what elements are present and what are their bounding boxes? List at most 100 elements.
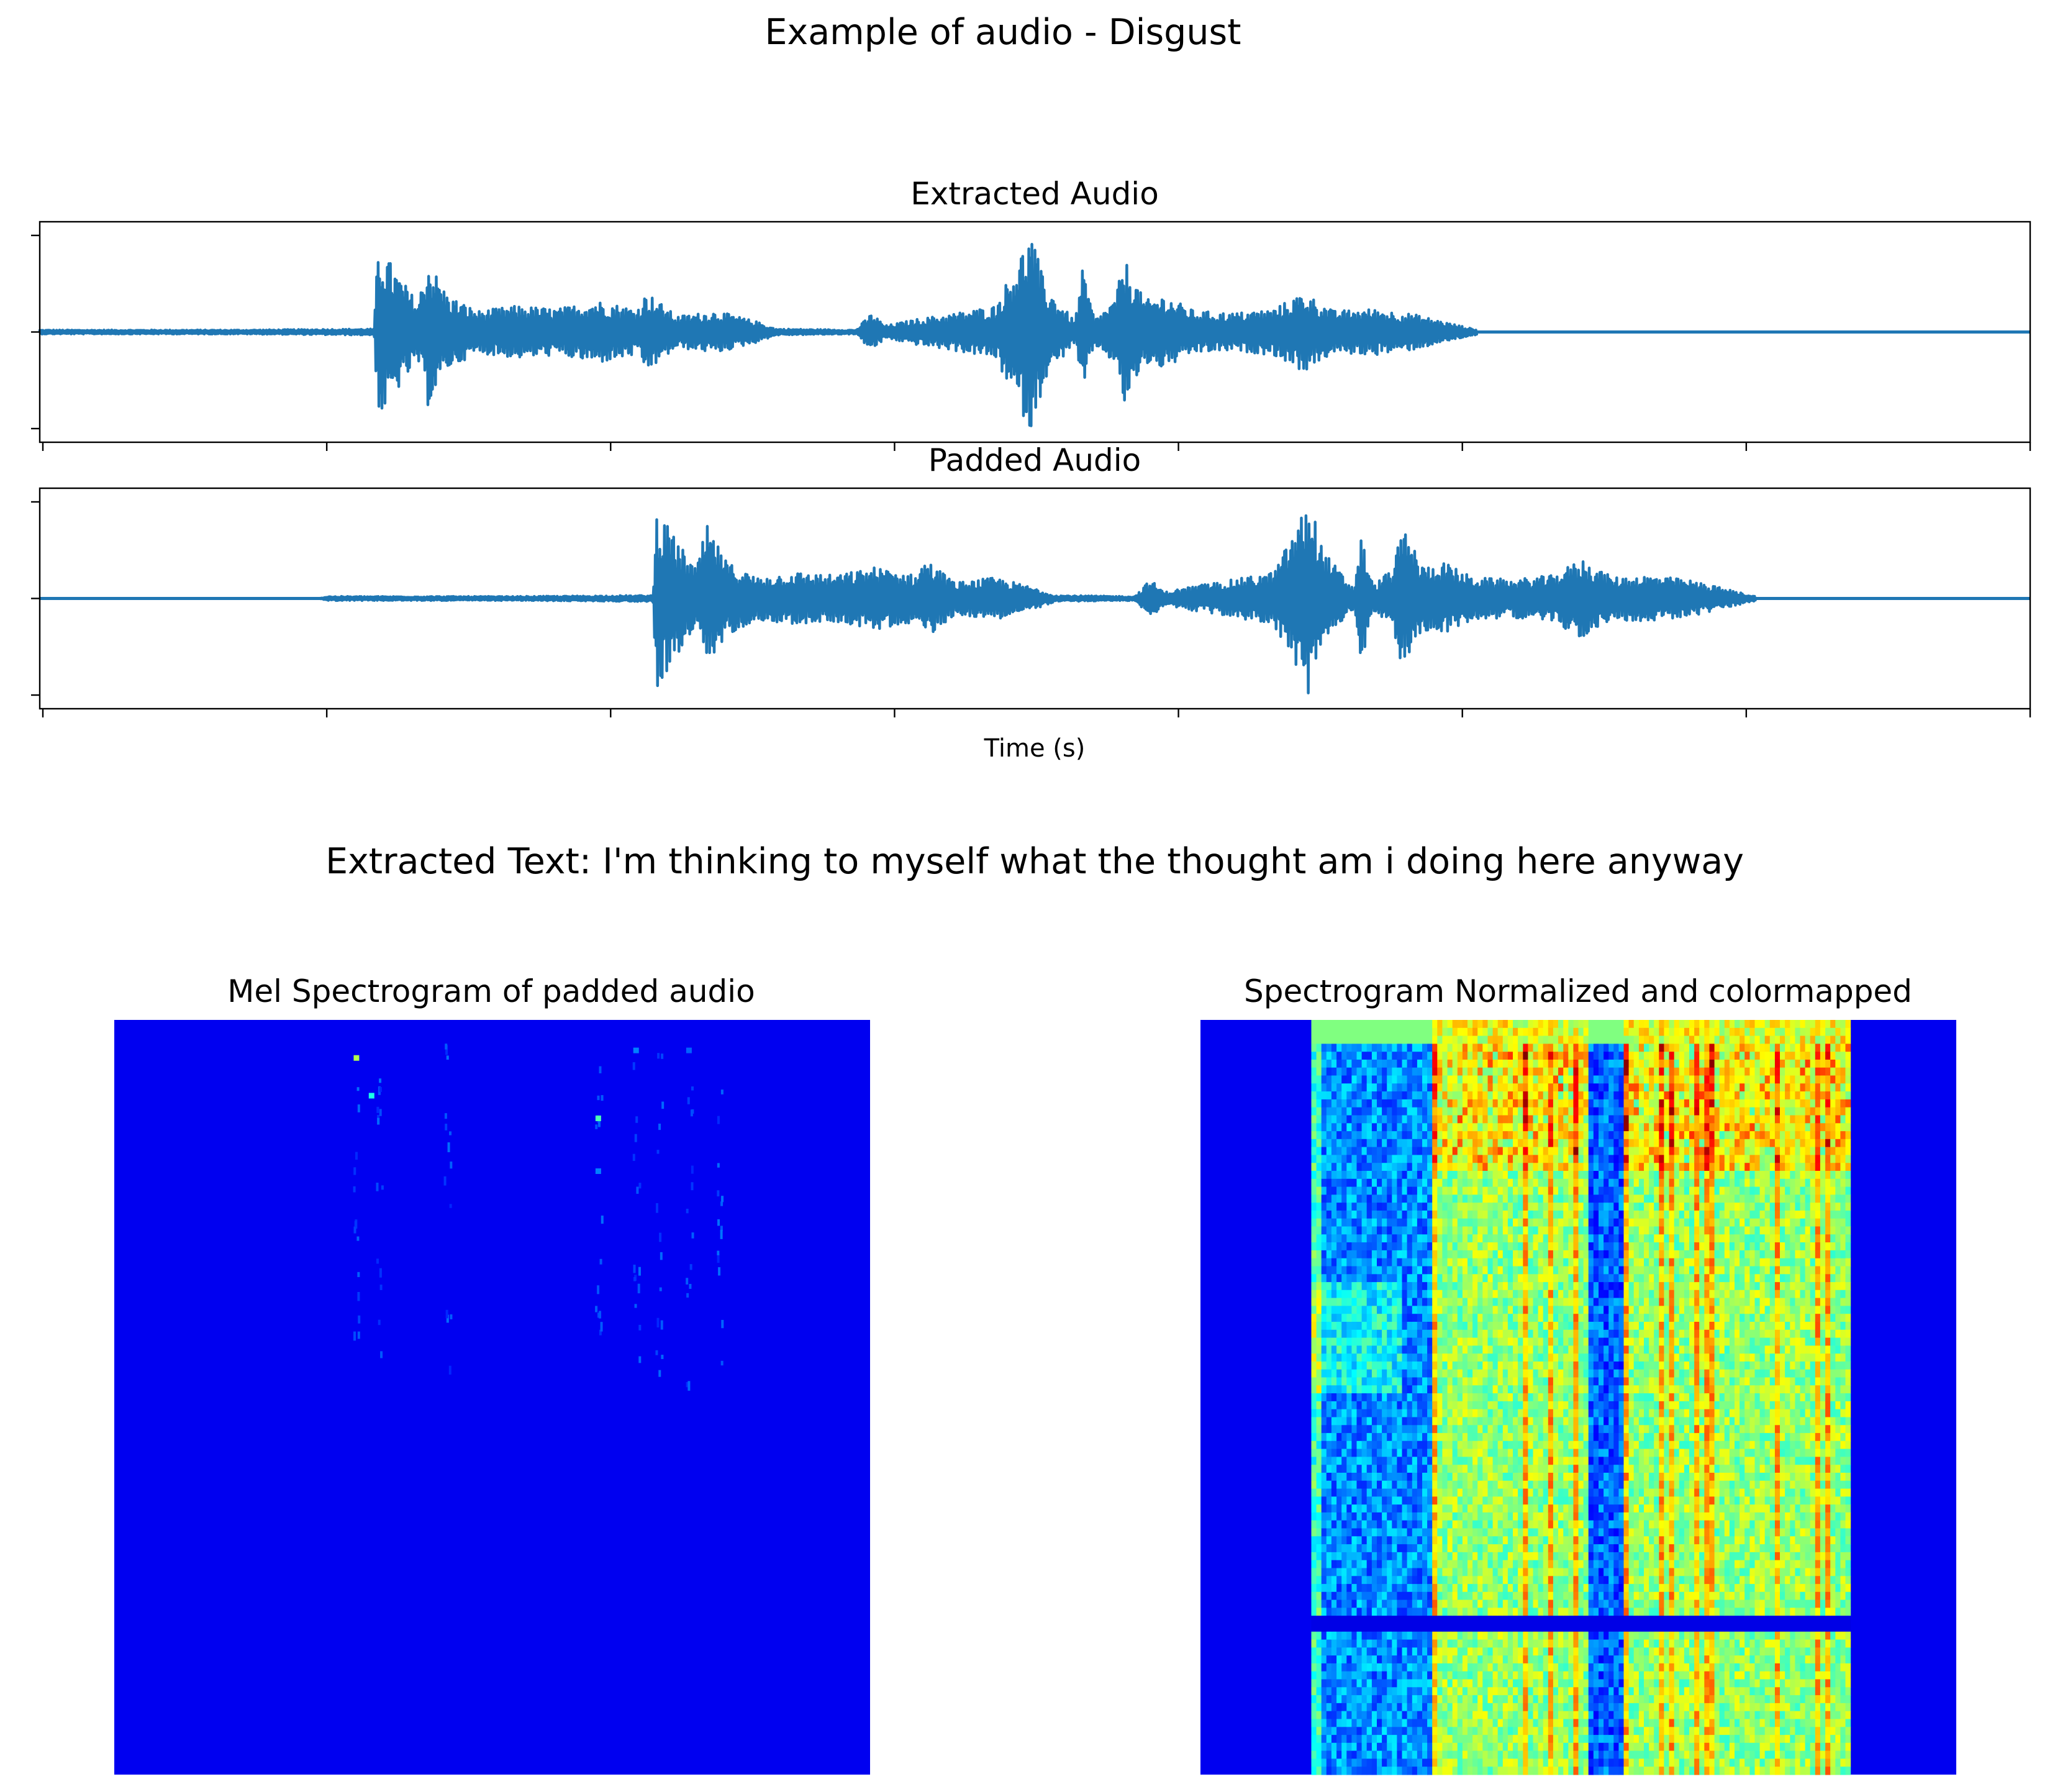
- norm-cell: [1507, 1711, 1513, 1720]
- norm-cell: [1482, 1377, 1488, 1386]
- norm-cell: [1482, 1385, 1488, 1394]
- norm-cell: [1543, 1091, 1549, 1100]
- norm-cell: [1371, 1504, 1377, 1513]
- norm-cell: [1497, 1139, 1504, 1148]
- norm-cell: [1326, 1679, 1332, 1688]
- norm-cell: [1382, 1353, 1387, 1362]
- norm-cell: [1412, 1385, 1418, 1394]
- norm-cell: [1472, 1767, 1478, 1775]
- norm-cell: [1341, 1735, 1347, 1744]
- norm-cell: [1437, 1044, 1443, 1052]
- norm-cell: [1482, 1298, 1488, 1306]
- norm-cell: [1472, 1361, 1478, 1370]
- norm-cell: [1366, 1083, 1372, 1092]
- norm-cell: [1397, 1289, 1403, 1299]
- norm-cell: [1472, 1457, 1478, 1465]
- norm-cell: [1432, 1496, 1438, 1505]
- norm-cell: [1366, 1123, 1372, 1132]
- norm-cell: [1371, 1639, 1377, 1648]
- norm-cell: [1452, 1194, 1458, 1203]
- norm-cell: [1361, 1258, 1368, 1267]
- norm-cell: [1482, 1353, 1488, 1362]
- norm-cell: [1382, 1274, 1387, 1283]
- norm-cell: [1487, 1401, 1494, 1410]
- norm-cell: [1351, 1560, 1358, 1569]
- norm-cell: [1432, 1250, 1438, 1259]
- norm-cell: [1468, 1059, 1473, 1068]
- norm-cell: [1382, 1091, 1387, 1100]
- norm-cell: [1371, 1536, 1377, 1545]
- norm-cell: [1437, 1679, 1443, 1688]
- norm-cell: [1477, 1599, 1483, 1608]
- norm-cell: [1336, 1099, 1342, 1108]
- norm-cell: [1502, 1711, 1508, 1720]
- norm-cell: [1513, 1576, 1518, 1585]
- norm-cell: [1543, 1139, 1549, 1148]
- norm-cell: [1523, 1473, 1528, 1481]
- norm-cell: [1502, 1059, 1508, 1068]
- norm-cell: [1468, 1123, 1473, 1132]
- norm-cell: [1462, 1624, 1468, 1632]
- norm-cell: [1407, 1591, 1413, 1601]
- norm-cell: [1507, 1655, 1513, 1664]
- norm-cell: [1377, 1417, 1382, 1426]
- norm-cell: [1513, 1758, 1518, 1767]
- norm-cell: [1477, 1663, 1483, 1672]
- norm-cell: [1507, 1203, 1513, 1211]
- norm-cell: [1382, 1345, 1387, 1354]
- norm-cell: [1382, 1679, 1387, 1688]
- norm-cell: [1457, 1115, 1463, 1124]
- norm-cell: [1331, 1218, 1337, 1227]
- norm-cell: [1543, 1385, 1549, 1394]
- norm-cell: [1442, 1091, 1448, 1100]
- norm-cell: [1361, 1035, 1368, 1044]
- norm-cell: [1346, 1584, 1352, 1593]
- norm-cell: [1518, 1194, 1523, 1203]
- norm-cell: [1442, 1687, 1448, 1696]
- mel-speck: [381, 1185, 384, 1190]
- norm-cell: [1513, 1560, 1518, 1569]
- norm-cell: [1452, 1703, 1458, 1712]
- norm-cell: [1326, 1091, 1332, 1100]
- norm-cell: [1482, 1107, 1488, 1116]
- norm-cell: [1492, 1727, 1499, 1735]
- norm-cell: [1387, 1703, 1392, 1712]
- norm-cell: [1538, 1250, 1544, 1259]
- norm-cell: [1392, 1457, 1397, 1465]
- norm-cell: [1356, 1401, 1363, 1410]
- norm-cell: [1432, 1020, 1438, 1029]
- norm-cell: [1321, 1639, 1327, 1648]
- norm-cell: [1472, 1504, 1478, 1513]
- norm-cell: [1387, 1282, 1392, 1291]
- norm-cell: [1387, 1639, 1392, 1648]
- norm-cell: [1507, 1377, 1513, 1386]
- norm-cell: [1452, 1457, 1458, 1465]
- norm-cell: [1502, 1242, 1508, 1251]
- norm-cell: [1553, 1226, 1559, 1235]
- norm-cell: [1533, 1258, 1539, 1267]
- norm-cell: [1452, 1353, 1458, 1362]
- norm-cell: [1427, 1735, 1433, 1744]
- norm-cell: [1432, 1425, 1438, 1434]
- norm-cell: [1507, 1425, 1513, 1434]
- norm-cell: [1341, 1767, 1347, 1775]
- norm-cell: [1417, 1409, 1423, 1418]
- norm-cell: [1457, 1687, 1463, 1696]
- norm-cell: [1412, 1194, 1418, 1203]
- norm-cell: [1513, 1385, 1518, 1394]
- norm-cell: [1361, 1139, 1368, 1148]
- norm-cell: [1387, 1719, 1392, 1727]
- norm-cell: [1487, 1631, 1494, 1640]
- norm-cell: [1407, 1663, 1413, 1672]
- norm-cell: [1548, 1171, 1554, 1180]
- norm-cell: [1553, 1210, 1559, 1219]
- norm-cell: [1513, 1044, 1518, 1052]
- norm-cell: [1528, 1655, 1534, 1664]
- norm-cell: [1523, 1631, 1528, 1640]
- norm-cell: [1311, 1226, 1317, 1235]
- norm-cell: [1558, 1052, 1564, 1060]
- norm-cell: [1548, 1560, 1554, 1569]
- norm-cell: [1472, 1727, 1478, 1735]
- norm-cell: [1382, 1369, 1387, 1378]
- norm-cell: [1502, 1345, 1508, 1354]
